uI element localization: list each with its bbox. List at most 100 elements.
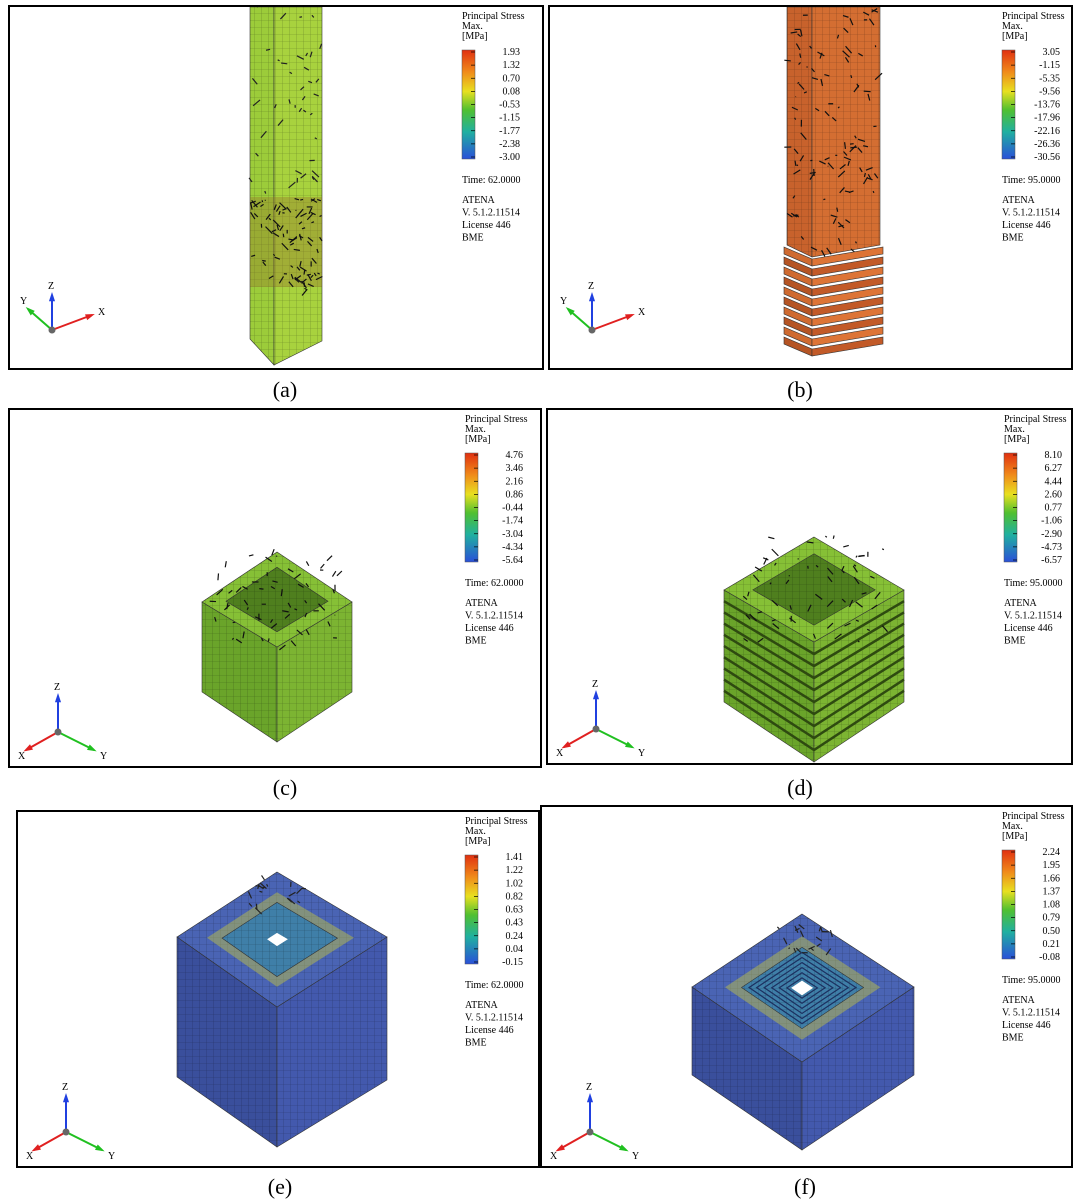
software-info: V. 5.1.2.11514 (1004, 611, 1062, 622)
axis-label: X (26, 1151, 34, 1162)
crack (797, 165, 798, 166)
scale-value: -3.04 (502, 529, 523, 540)
panel-view: Principal StressMax.[MPa]1.411.221.020.8… (18, 812, 538, 1166)
scale-value: -6.57 (1041, 555, 1062, 566)
scale-value: -0.44 (502, 503, 523, 514)
software-info: License 446 (1002, 220, 1051, 231)
software-info: BME (462, 233, 484, 244)
scale-value: 2.16 (506, 476, 524, 487)
software-info: License 446 (462, 220, 511, 231)
scale-value: 1.22 (506, 865, 524, 876)
scale-value: -0.15 (502, 957, 523, 968)
crack (296, 236, 297, 238)
scale-value: 1.93 (503, 47, 521, 58)
software-info: V. 5.1.2.11514 (1002, 1008, 1060, 1019)
scale-value: -3.00 (499, 152, 520, 163)
axis-label: Y (560, 296, 567, 307)
panel: Principal StressMax.[MPa]1.411.221.020.8… (16, 810, 540, 1168)
scale-value: -2.38 (499, 139, 520, 150)
panel-view: Principal StressMax.[MPa]2.241.951.661.3… (542, 807, 1071, 1166)
crack (259, 891, 262, 892)
model-mesh (250, 7, 274, 365)
arrow-head (625, 741, 635, 748)
scale-value: -4.34 (502, 542, 523, 553)
software-info: V. 5.1.2.11514 (462, 208, 520, 219)
axis-label: X (556, 748, 564, 759)
axis-origin (49, 327, 56, 334)
software-info: ATENA (465, 598, 499, 609)
crack (218, 573, 219, 580)
software-info: License 446 (1002, 1020, 1051, 1031)
panel: Principal StressMax.[MPa]8.106.274.442.6… (546, 408, 1073, 765)
panel: Principal StressMax.[MPa]1.931.320.700.0… (8, 5, 544, 370)
panel: Principal StressMax.[MPa]4.763.462.160.8… (8, 408, 542, 768)
axis-origin (587, 1129, 594, 1136)
crack (772, 549, 779, 556)
scale-value: 0.21 (1043, 939, 1061, 950)
caption: (a) (273, 377, 297, 403)
software-info: BME (1002, 1033, 1024, 1044)
crack (843, 545, 848, 547)
time-label: Time: 62.0000 (465, 578, 524, 589)
arrow-head (625, 314, 635, 320)
scale-value: -26.36 (1034, 139, 1060, 150)
axis-origin (593, 726, 600, 733)
crack (873, 191, 874, 193)
axis-label: Y (638, 748, 645, 759)
caption: (b) (787, 377, 813, 403)
legend-unit: [MPa] (1002, 31, 1028, 42)
time-label: Time: 95.0000 (1002, 175, 1061, 186)
software-info: ATENA (1002, 195, 1036, 206)
arrow-head (85, 314, 95, 320)
crack (281, 63, 287, 64)
time-label: Time: 95.0000 (1002, 975, 1061, 986)
crack (283, 234, 284, 238)
crack (833, 535, 834, 538)
axis-label: X (98, 307, 106, 318)
arrow-head (55, 693, 61, 702)
panel-view: Principal StressMax.[MPa]1.931.320.700.0… (10, 7, 542, 368)
scale-value: 0.04 (506, 944, 524, 955)
panel: Principal StressMax.[MPa]3.05-1.15-5.35-… (548, 5, 1073, 370)
axis-origin (63, 1129, 70, 1136)
crack (306, 561, 308, 565)
scale-value: -2.90 (1041, 529, 1062, 540)
scale-value: -22.16 (1034, 126, 1060, 137)
scale-value: 4.44 (1045, 476, 1063, 487)
scale-value: 0.86 (506, 489, 524, 500)
axis-label: Z (586, 1082, 592, 1093)
scale-value: 1.66 (1043, 873, 1061, 884)
crack (864, 91, 871, 92)
scale-value: 0.77 (1045, 503, 1063, 514)
crack (856, 556, 857, 558)
scale-value: -5.64 (502, 555, 523, 566)
axis-label: Z (62, 1082, 68, 1093)
scale-value: 0.24 (506, 931, 524, 942)
crack (262, 875, 265, 879)
software-info: License 446 (465, 623, 514, 634)
arrow-head (87, 744, 97, 751)
arrow-head (587, 1093, 593, 1102)
scale-value: -13.76 (1034, 100, 1060, 111)
scale-value: 3.46 (506, 463, 524, 474)
scale-value: 1.32 (503, 60, 521, 71)
arrow-head (49, 292, 55, 301)
axis-origin (55, 729, 62, 736)
software-info: BME (465, 1038, 487, 1049)
scale-value: 1.41 (506, 852, 524, 863)
crack (882, 549, 884, 550)
crack (793, 215, 798, 216)
crack (825, 536, 826, 537)
crack (300, 199, 303, 200)
scale-value: 0.82 (506, 891, 524, 902)
crack (851, 75, 852, 78)
software-info: V. 5.1.2.11514 (465, 611, 523, 622)
scale-value: 0.43 (506, 918, 524, 929)
scale-value: 1.02 (506, 878, 524, 889)
scale-value: -4.73 (1041, 542, 1062, 553)
scale-value: 8.10 (1045, 450, 1063, 461)
arrow-head (95, 1144, 105, 1151)
software-info: V. 5.1.2.11514 (1002, 208, 1060, 219)
scale-value: -1.74 (502, 516, 523, 527)
axis-label: Z (592, 679, 598, 690)
